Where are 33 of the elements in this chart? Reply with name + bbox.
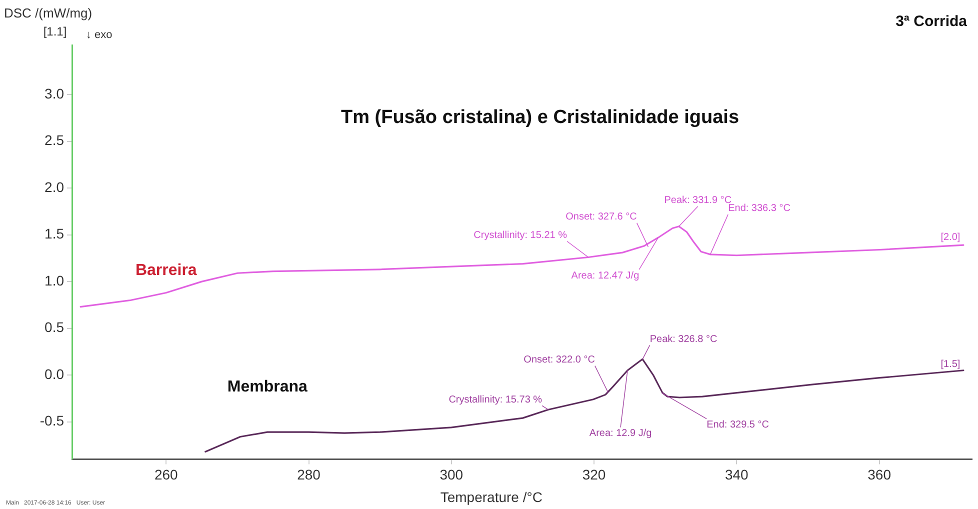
annotation: [2.0] bbox=[940, 232, 960, 243]
annotation: Crystallinity: 15.73 % bbox=[448, 394, 542, 406]
annotation: Area: 12.47 J/g bbox=[571, 270, 640, 282]
text: ↓ exo bbox=[86, 29, 112, 42]
y-tick-label: 2.5 bbox=[44, 132, 64, 148]
annotation: Area: 12.9 J/g bbox=[589, 428, 652, 440]
y-axis-title: DSC /(mW/mg) bbox=[4, 6, 92, 21]
series-label: Barreira bbox=[135, 262, 197, 280]
annotation: Peak: 326.8 °C bbox=[650, 334, 718, 345]
y-tick-label: 2.0 bbox=[44, 178, 64, 195]
y-tick-label: 3.0 bbox=[44, 85, 64, 102]
text: 3ª Corrida bbox=[896, 13, 968, 30]
y-tick-label: 1.0 bbox=[44, 272, 64, 288]
y-tick-label: 0.0 bbox=[44, 366, 64, 382]
text: Membrana bbox=[227, 378, 308, 396]
annotation: Onset: 327.6 °C bbox=[566, 212, 637, 223]
x-tick-label: 340 bbox=[724, 466, 749, 482]
x-tick-label: 360 bbox=[868, 466, 892, 482]
annotation: End: 329.5 °C bbox=[706, 420, 769, 431]
x-tick-label: 280 bbox=[297, 466, 321, 482]
y-tick-label: 1.5 bbox=[44, 226, 64, 242]
annotation: Onset: 322.0 °C bbox=[524, 354, 595, 366]
x-tick-label: 320 bbox=[582, 466, 606, 482]
x-tick-label: 260 bbox=[154, 466, 178, 482]
y-tick-label: -0.5 bbox=[40, 412, 64, 429]
annotation: End: 336.3 °C bbox=[728, 203, 790, 214]
annotation: [1.5] bbox=[940, 359, 960, 370]
x-tick-label: 300 bbox=[440, 466, 464, 482]
text: [1.1] bbox=[43, 24, 67, 38]
text: Tm (Fusão cristalina) e Cristalinidade iguais bbox=[340, 107, 740, 128]
annotation: Crystallinity: 15.21 % bbox=[474, 230, 568, 241]
y-tick-label: 0.5 bbox=[44, 319, 64, 336]
x-axis-title: Temperature /°C bbox=[440, 488, 542, 505]
